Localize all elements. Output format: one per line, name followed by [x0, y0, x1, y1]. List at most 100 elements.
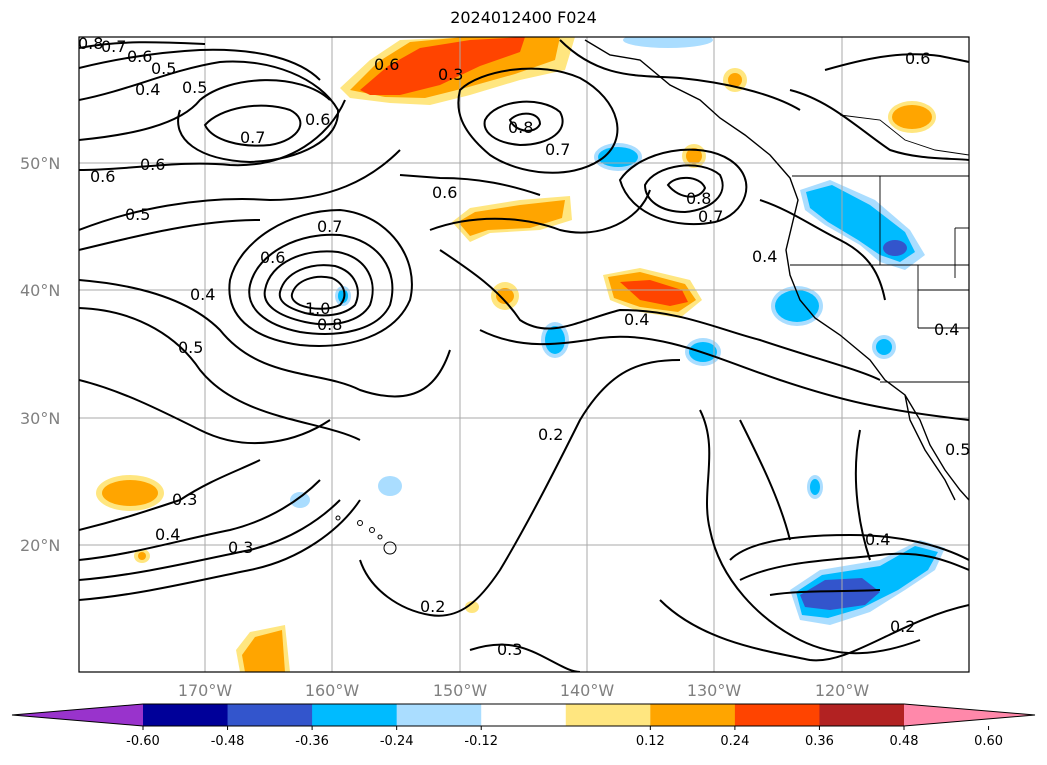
contour-line [559, 39, 801, 111]
border-canada-interior [839, 114, 969, 156]
contour-line [508, 112, 542, 132]
hawaiian-islands [335, 515, 397, 555]
anomaly-dot-2-core [686, 148, 702, 164]
contour-line [824, 53, 969, 71]
anomaly-dot-6-core [138, 552, 146, 560]
contour-line [618, 148, 748, 226]
colorbar-tick-label: -0.60 [126, 734, 160, 749]
contour-line [79, 79, 331, 141]
contour-label: 0.4 [155, 525, 180, 544]
contour-line [228, 208, 413, 347]
island-4 [377, 534, 383, 540]
contour-label: 0.7 [317, 217, 342, 236]
colorbar-segment [819, 704, 905, 726]
anomaly-dot-1-core [496, 288, 514, 304]
colorbar-tick-label: -0.36 [295, 734, 329, 749]
colorbar-segment [312, 704, 398, 726]
contour-line [79, 60, 340, 164]
colorbar-tick-label: 0.12 [636, 734, 665, 749]
colorbar-tick-label: 0.60 [974, 734, 1003, 749]
colorbar-segment [565, 704, 651, 726]
colorbar-segment [734, 704, 820, 726]
contour-label: 0.8 [78, 34, 103, 53]
contour-line [854, 429, 871, 561]
contour-line [79, 499, 341, 581]
contour-label: 0.4 [190, 285, 215, 304]
contour-line [643, 164, 724, 214]
colorbar-ticks: -0.60 -0.48 -0.36 -0.24 -0.12 0.12 0.24 0.36 0.4… [126, 726, 1003, 749]
anomaly-dot-blue-7-core [810, 479, 820, 495]
contour-line [769, 589, 881, 596]
contour-line [399, 174, 541, 196]
contour-line [659, 599, 969, 662]
anomaly-dot-7 [465, 601, 479, 613]
anomaly-region-alaska-peak [360, 37, 525, 95]
contour-line [79, 459, 261, 531]
colorbar-extend-right [904, 704, 1035, 726]
lon-label-120w: 120°W [815, 681, 870, 700]
anomaly-dot-blue-4-core [338, 289, 348, 303]
contour-line [479, 329, 969, 421]
anomaly-region-pacific-northwest-peak [883, 240, 907, 256]
lon-label-130w: 130°W [687, 681, 742, 700]
colorbar-segment [227, 704, 313, 726]
colorbar-tick-label: -0.48 [211, 734, 245, 749]
contour-line [483, 100, 564, 147]
contour-line [248, 233, 394, 335]
coastline-north-america [584, 39, 969, 501]
political-borders [790, 114, 969, 383]
contour-label: 0.6 [905, 49, 930, 68]
contour-line [79, 479, 321, 561]
contour-label: 0.4 [135, 80, 160, 99]
lat-label-20n: 20°N [20, 536, 60, 555]
contour-line [759, 199, 886, 301]
contour-label: 0.2 [420, 597, 445, 616]
contour-label: 0.8 [508, 118, 533, 137]
contour-line [79, 219, 261, 251]
contour-label: 0.5 [125, 205, 150, 224]
contour-label: 0.4 [934, 320, 959, 339]
contour-label: 0.2 [538, 425, 563, 444]
contour-label: 0.6 [140, 155, 165, 174]
anomaly-dot-blue-5-core [775, 290, 819, 322]
contour-label: 0.6 [260, 248, 285, 267]
contour-line [79, 379, 331, 445]
contour-label: 0.3 [438, 65, 463, 84]
contour-line [739, 552, 969, 581]
contour-line [79, 499, 361, 601]
contour-line [79, 149, 401, 231]
contour-label: 0.6 [90, 167, 115, 186]
colorbar-tick-label: -0.24 [380, 734, 414, 749]
contour-line [278, 264, 359, 317]
colorbar-tick-label: 0.36 [805, 734, 834, 749]
contour-line [666, 176, 707, 198]
contour-label: 0.3 [228, 538, 253, 557]
contour-label: 0.5 [178, 338, 203, 357]
contour-line [203, 104, 302, 147]
anomaly-dot-4-core [892, 105, 932, 129]
lon-label-140w: 140°W [560, 681, 615, 700]
lon-label-160w: 160°W [305, 681, 360, 700]
contour-label: 0.8 [686, 189, 711, 208]
map-background [79, 37, 969, 672]
contour-label: 0.8 [317, 315, 342, 334]
lon-label-170w: 170°W [178, 681, 233, 700]
contour-line [439, 249, 881, 381]
colorbar-segment [650, 704, 736, 726]
lat-label-30n: 30°N [20, 409, 60, 428]
contour-label: 0.2 [890, 617, 915, 636]
anomaly-region-midpacific-core [458, 200, 565, 236]
contour-line [429, 189, 651, 234]
contour-line [79, 279, 451, 398]
graticule [79, 37, 969, 672]
contour-label: 0.6 [127, 47, 152, 66]
contour-line [79, 99, 346, 171]
contour-line [457, 67, 619, 174]
contour-line [789, 89, 969, 161]
contour-label: 0.7 [240, 128, 265, 147]
contour-line [79, 48, 321, 81]
anomaly-region-south-core [242, 630, 285, 672]
contour-label: 0.5 [151, 59, 176, 78]
contour-label: 1.0 [305, 299, 330, 318]
